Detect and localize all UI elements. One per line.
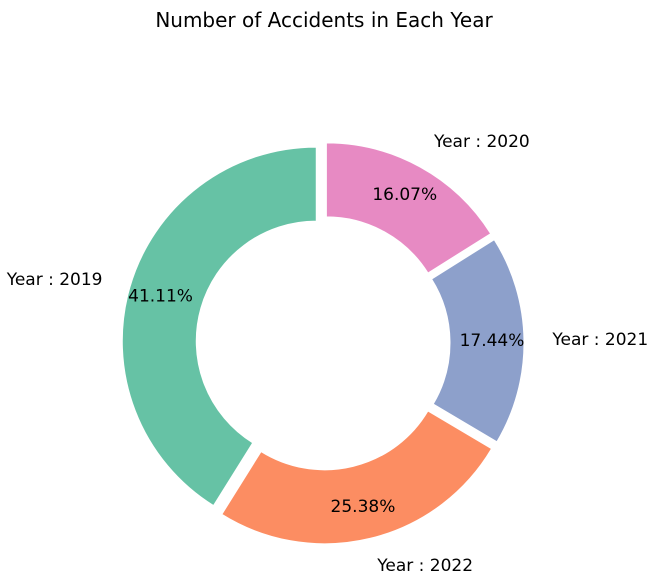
percent-label: 25.38% bbox=[331, 497, 396, 517]
percent-label: 16.07% bbox=[372, 185, 437, 205]
slice-label: Year : 2022 bbox=[376, 556, 473, 576]
slice-label: Year : 2019 bbox=[6, 270, 103, 290]
labels-group: Year : 2019 41.11% Year : 2022 25.38% Year :… bbox=[6, 132, 648, 576]
slice-label: Year : 2020 bbox=[433, 132, 530, 152]
donut-slice-year-2020 bbox=[325, 142, 492, 274]
slice-label: Year : 2021 bbox=[551, 330, 648, 350]
percent-label: 17.44% bbox=[460, 331, 525, 351]
donut-slice-year-2022 bbox=[221, 410, 493, 545]
donut-slice-year-2019 bbox=[121, 146, 317, 507]
chart-title: Number of Accidents in Each Year bbox=[155, 8, 493, 32]
percent-label: 41.11% bbox=[128, 286, 193, 306]
donut-slice-year-2021 bbox=[430, 238, 525, 443]
slices-group bbox=[121, 142, 525, 545]
